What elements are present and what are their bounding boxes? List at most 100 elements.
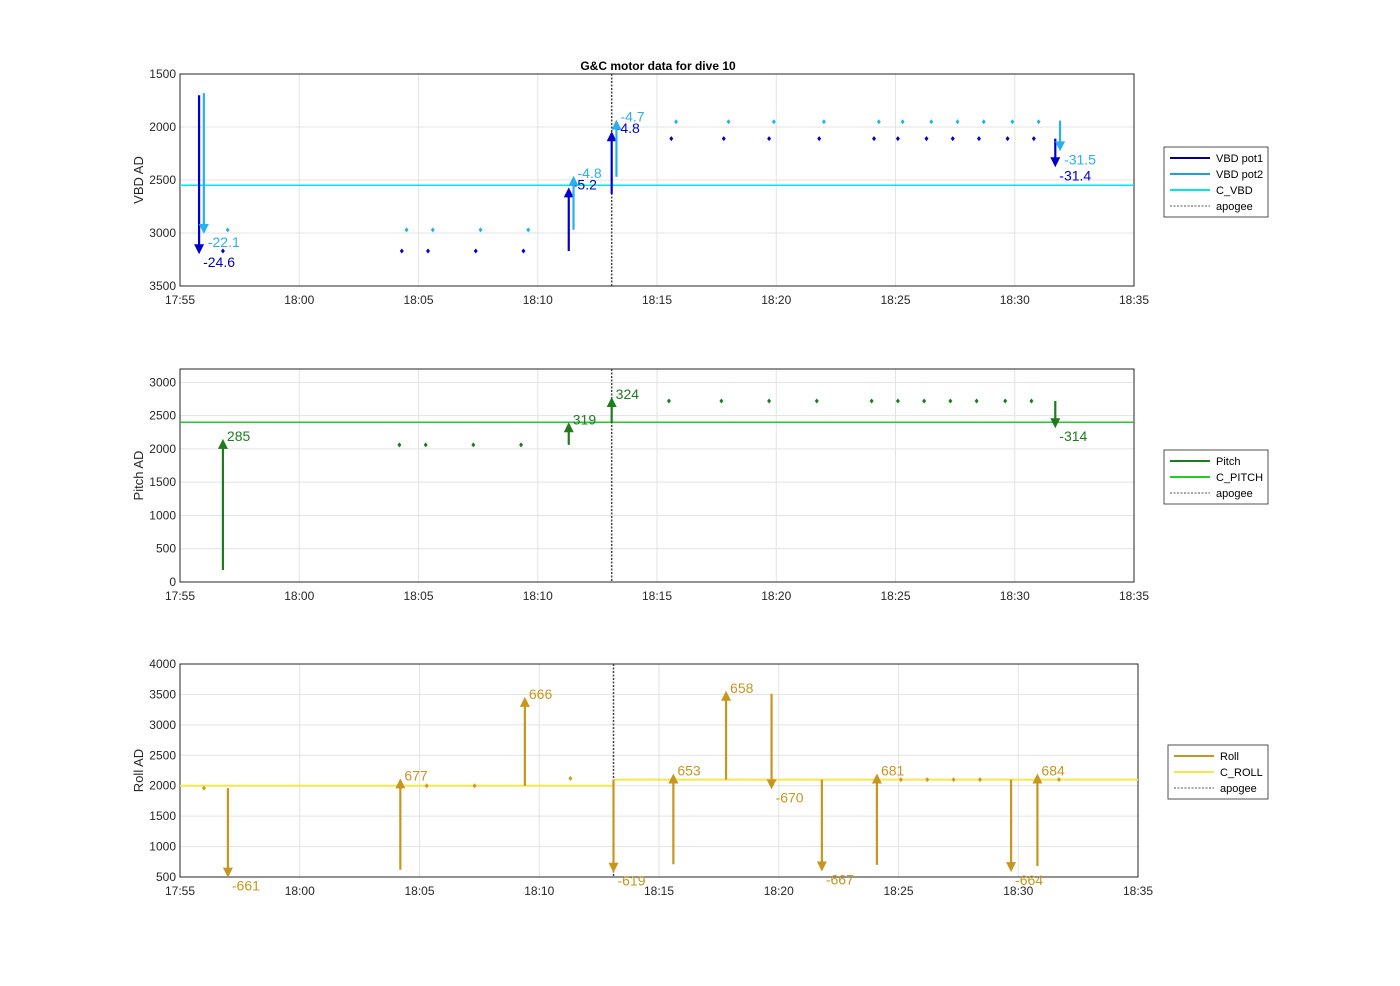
y-tick-label: 1500	[149, 475, 176, 489]
arrow-label: 681	[881, 763, 905, 779]
legend-entry: C_ROLL	[1220, 767, 1263, 779]
x-tick-label: 18:20	[764, 884, 794, 898]
arrow-label: 324	[616, 386, 640, 402]
data-point	[1029, 398, 1034, 404]
arrow-head	[668, 773, 679, 784]
arrow-head	[563, 422, 574, 433]
legend-entry: Roll	[1220, 751, 1239, 763]
axes-box	[179, 73, 1135, 287]
y-tick-label: 1000	[149, 508, 176, 522]
y-tick-label: 2500	[149, 748, 176, 762]
data-point	[951, 777, 956, 783]
x-tick-label: 18:05	[403, 589, 433, 603]
arrow-label: 285	[227, 428, 251, 444]
arrow-label: -661	[232, 878, 260, 894]
arrow-head	[721, 690, 732, 701]
y-axis-label: VBD AD	[131, 156, 146, 204]
arrow-label: -24.6	[203, 254, 235, 270]
data-point	[719, 398, 724, 404]
arrow-label: -667	[826, 872, 854, 888]
arrow-label: -619	[617, 873, 645, 889]
y-tick-label: 3000	[149, 375, 176, 389]
y-tick-label: 1500	[149, 809, 176, 823]
x-tick-label: 18:10	[523, 293, 553, 307]
data-point	[817, 136, 822, 142]
x-tick-label: 18:05	[404, 884, 434, 898]
arrow-head	[606, 396, 617, 407]
arrow-head	[766, 779, 777, 790]
arrow-head	[217, 438, 228, 449]
legend-entry: apogee	[1220, 783, 1257, 795]
y-tick-label: 1000	[149, 840, 176, 854]
y-tick-label: 2500	[149, 409, 176, 423]
y-tick-label: 2000	[149, 779, 176, 793]
data-point	[876, 119, 881, 125]
legend-entry: apogee	[1216, 488, 1253, 500]
x-tick-label: 18:25	[883, 884, 913, 898]
x-tick-label: 18:15	[642, 589, 672, 603]
data-point	[767, 398, 772, 404]
legend-box	[1167, 744, 1269, 800]
y-tick-label: 3000	[149, 718, 176, 732]
arrow-head	[1050, 418, 1061, 429]
y-tick-label: 2500	[149, 173, 176, 187]
y-axis-label: Roll AD	[131, 749, 146, 792]
axes-box	[179, 663, 1139, 878]
data-point	[526, 227, 531, 233]
arrow-label: 658	[730, 680, 754, 696]
data-point	[1003, 398, 1008, 404]
arrow-label: -4.8	[616, 120, 640, 136]
arrow-head	[1032, 773, 1043, 784]
data-point	[895, 398, 900, 404]
data-point	[201, 785, 206, 791]
arrow-label: -22.1	[208, 234, 240, 250]
arrow-head	[519, 696, 530, 707]
arrow-label: 677	[404, 767, 428, 783]
arrow-head	[222, 867, 233, 878]
arrow-head	[871, 773, 882, 784]
arrow-label: -4.8	[578, 165, 602, 181]
panel-1: 17:55 18:00 18:05 18:10 18:15 18:20 18:25 18:30…	[131, 67, 1269, 307]
data-point	[666, 398, 671, 404]
arrow-head	[816, 861, 827, 872]
legend-entry: VBD pot1	[1216, 153, 1263, 165]
x-tick-label: 18:20	[761, 589, 791, 603]
data-point	[726, 119, 731, 125]
x-tick-label: 18:15	[644, 884, 674, 898]
arrow-head	[1006, 862, 1017, 873]
arrow-head	[198, 224, 209, 235]
y-tick-label: 4000	[149, 657, 176, 671]
arrow-head	[568, 175, 579, 186]
data-point	[895, 136, 900, 142]
data-point	[568, 775, 573, 781]
x-tick-label: 18:30	[1000, 293, 1030, 307]
data-point	[404, 227, 409, 233]
data-point	[981, 119, 986, 125]
axes-box	[179, 368, 1135, 583]
arrow-label: -31.4	[1059, 167, 1091, 183]
legend-entry: Pitch	[1216, 456, 1240, 468]
arrow-label: -670	[776, 789, 804, 805]
data-point	[821, 119, 826, 125]
data-point	[771, 119, 776, 125]
arrow-head	[194, 244, 205, 255]
data-point	[814, 398, 819, 404]
data-point	[473, 248, 478, 254]
x-tick-label: 18:30	[1000, 589, 1030, 603]
data-point	[1031, 136, 1036, 142]
arrow-label: 319	[573, 411, 597, 427]
data-point	[922, 398, 927, 404]
x-tick-label: 17:55	[165, 884, 195, 898]
y-tick-label: 500	[156, 542, 176, 556]
arrow-label: 666	[529, 686, 553, 702]
panel-3: 17:55 18:00 18:05 18:10 18:15 18:20 18:25 18:30…	[131, 657, 1269, 898]
x-tick-label: 18:35	[1119, 589, 1149, 603]
data-point	[950, 136, 955, 142]
arrow-head	[611, 119, 622, 130]
x-tick-label: 18:05	[403, 293, 433, 307]
data-point	[900, 119, 905, 125]
y-tick-label: 500	[156, 870, 176, 884]
x-tick-label: 17:55	[165, 589, 195, 603]
data-point	[869, 398, 874, 404]
panel-2: 17:55 18:00 18:05 18:10 18:15 18:20 18:25 18:30…	[131, 368, 1269, 603]
